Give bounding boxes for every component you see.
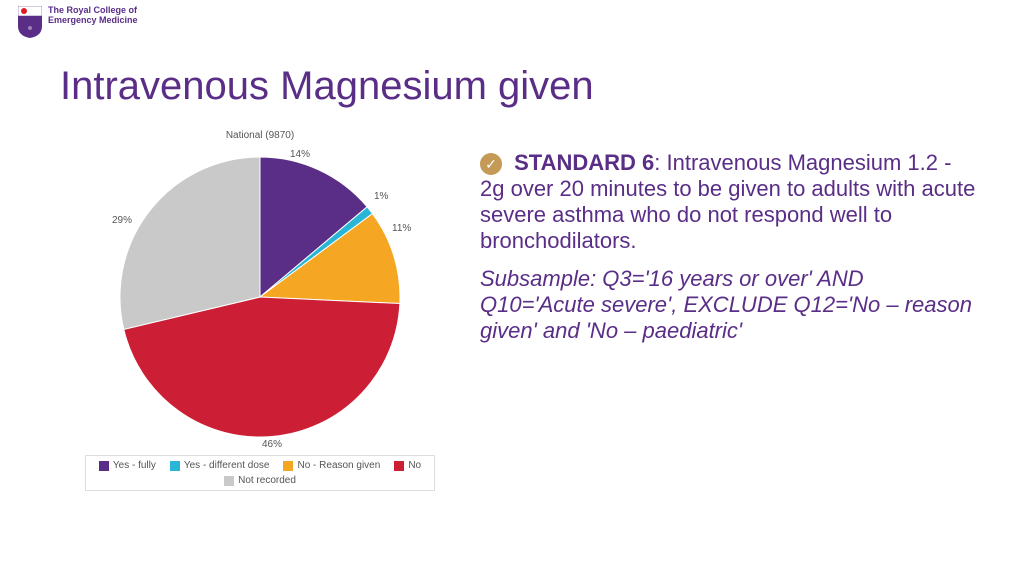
legend-swatch (224, 476, 234, 486)
legend-swatch (283, 461, 293, 471)
legend-label: No - Reason given (297, 460, 380, 471)
body-text: ✓ STANDARD 6: Intravenous Magnesium 1.2 … (480, 150, 980, 344)
slide-title: Intravenous Magnesium given (60, 64, 594, 109)
chart-title: National (9870) (70, 130, 450, 141)
pie-slice-label: 1% (372, 191, 390, 202)
legend-swatch (99, 461, 109, 471)
legend-label: No (408, 460, 421, 471)
legend-item: No - Reason given (283, 460, 380, 471)
pie-chart-area: National (9870) 14% 1% 11% 46% 29% Yes - ful… (70, 130, 450, 491)
logo-line2: Emergency Medicine (48, 16, 138, 26)
legend-item: Yes - fully (99, 460, 156, 471)
legend-item: Not recorded (224, 475, 296, 486)
pie-wrap: 14% 1% 11% 46% 29% (110, 147, 410, 447)
logo-text: The Royal College of Emergency Medicine (48, 6, 138, 26)
legend-label: Yes - fully (113, 460, 156, 471)
pie-chart (110, 147, 410, 447)
legend-item: No (394, 460, 421, 471)
legend-swatch (394, 461, 404, 471)
legend-label: Not recorded (238, 475, 296, 486)
org-logo: The Royal College of Emergency Medicine (18, 6, 138, 38)
legend-item: Yes - different dose (170, 460, 270, 471)
check-icon: ✓ (480, 153, 502, 175)
standard-paragraph: ✓ STANDARD 6: Intravenous Magnesium 1.2 … (480, 150, 980, 254)
legend-label: Yes - different dose (184, 460, 270, 471)
legend-swatch (170, 461, 180, 471)
subsample-text: Subsample: Q3='16 years or over' AND Q10… (480, 266, 980, 344)
pie-slice-label: 46% (260, 439, 284, 450)
standard-label: STANDARD 6 (514, 150, 654, 175)
shield-icon (18, 6, 42, 38)
pie-slice-label: 29% (110, 215, 134, 226)
pie-slice-label: 14% (288, 149, 312, 160)
pie-slice-label: 11% (390, 223, 413, 234)
chart-legend: Yes - fully Yes - different dose No - Reas… (85, 455, 435, 491)
